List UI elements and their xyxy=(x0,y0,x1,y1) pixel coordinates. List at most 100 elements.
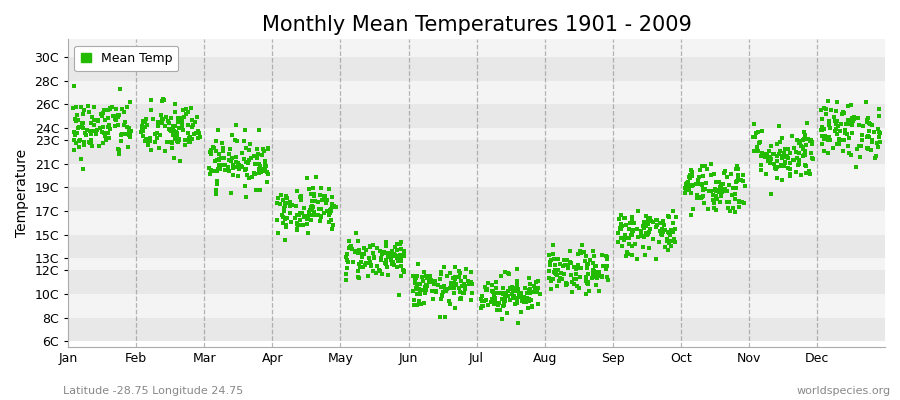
Point xyxy=(209,168,223,174)
Point xyxy=(166,132,180,138)
Point xyxy=(94,113,109,120)
Point xyxy=(827,128,842,134)
Point xyxy=(299,213,313,219)
Point xyxy=(817,126,832,132)
Point xyxy=(590,273,605,280)
Point xyxy=(510,296,525,303)
Point xyxy=(67,129,81,135)
Point xyxy=(363,243,377,250)
Point xyxy=(865,121,879,128)
Point xyxy=(762,148,777,154)
Point xyxy=(624,232,638,238)
Point xyxy=(718,168,733,174)
Point xyxy=(410,282,425,289)
Point xyxy=(67,146,81,153)
Point xyxy=(457,281,472,288)
Point xyxy=(840,131,854,137)
Point xyxy=(211,157,225,164)
Point xyxy=(854,137,868,143)
Point xyxy=(222,168,237,174)
Point xyxy=(307,208,321,215)
Point xyxy=(682,172,697,178)
Point xyxy=(252,170,266,176)
Point xyxy=(546,268,561,275)
Point xyxy=(653,228,668,234)
Point xyxy=(313,206,328,212)
Point xyxy=(625,214,639,221)
Point xyxy=(769,164,783,171)
Point xyxy=(500,288,515,294)
Y-axis label: Temperature: Temperature xyxy=(15,149,29,237)
Bar xyxy=(68,128,885,140)
Point xyxy=(832,123,846,129)
Point xyxy=(502,271,517,278)
Point xyxy=(569,263,583,270)
Point xyxy=(232,166,247,172)
Point xyxy=(176,123,190,129)
Point xyxy=(779,153,794,160)
Point xyxy=(306,185,320,191)
Point xyxy=(841,102,855,109)
Point xyxy=(626,252,640,259)
Point xyxy=(583,257,598,263)
Point xyxy=(556,263,571,270)
Point xyxy=(580,265,594,271)
Point xyxy=(418,290,432,297)
Point xyxy=(720,199,734,205)
Point xyxy=(162,126,176,132)
Point xyxy=(276,220,291,226)
Point xyxy=(225,165,239,172)
Point xyxy=(107,116,122,122)
Point xyxy=(135,122,149,129)
Point xyxy=(182,139,196,146)
Bar xyxy=(68,57,885,81)
Point xyxy=(517,299,531,306)
Point xyxy=(696,163,710,170)
Point xyxy=(202,149,217,156)
Point xyxy=(216,145,230,151)
Point xyxy=(243,155,257,161)
Point xyxy=(545,251,560,257)
Point xyxy=(598,265,613,272)
Point xyxy=(166,128,181,134)
Point xyxy=(588,272,602,278)
Point xyxy=(212,156,226,163)
Point xyxy=(641,216,655,222)
Point xyxy=(87,103,102,110)
Point xyxy=(253,164,267,170)
Point xyxy=(242,147,256,153)
Point xyxy=(770,141,784,148)
Point xyxy=(350,268,365,275)
Point xyxy=(93,125,107,132)
Point xyxy=(305,203,320,210)
Point xyxy=(120,124,134,131)
Point xyxy=(289,202,303,209)
Point xyxy=(278,222,293,228)
Point xyxy=(293,217,308,224)
Point xyxy=(692,174,706,180)
Point xyxy=(698,186,713,192)
Point xyxy=(526,304,540,310)
Point xyxy=(91,118,105,124)
Point xyxy=(662,214,676,220)
Point xyxy=(637,225,652,231)
Point xyxy=(475,298,490,304)
Point xyxy=(814,132,829,139)
Point xyxy=(101,115,115,121)
Point xyxy=(363,244,377,250)
Point xyxy=(626,227,640,234)
Point xyxy=(638,213,652,219)
Point xyxy=(420,283,435,289)
Point xyxy=(842,150,857,156)
Point xyxy=(392,252,407,258)
Point xyxy=(704,172,718,178)
Point xyxy=(347,248,362,255)
Point xyxy=(364,262,378,268)
Point xyxy=(621,251,635,257)
Point xyxy=(464,290,479,296)
Point xyxy=(152,132,166,138)
Point xyxy=(252,166,266,173)
Point xyxy=(193,134,207,141)
Point xyxy=(258,165,273,172)
Point xyxy=(478,284,492,290)
